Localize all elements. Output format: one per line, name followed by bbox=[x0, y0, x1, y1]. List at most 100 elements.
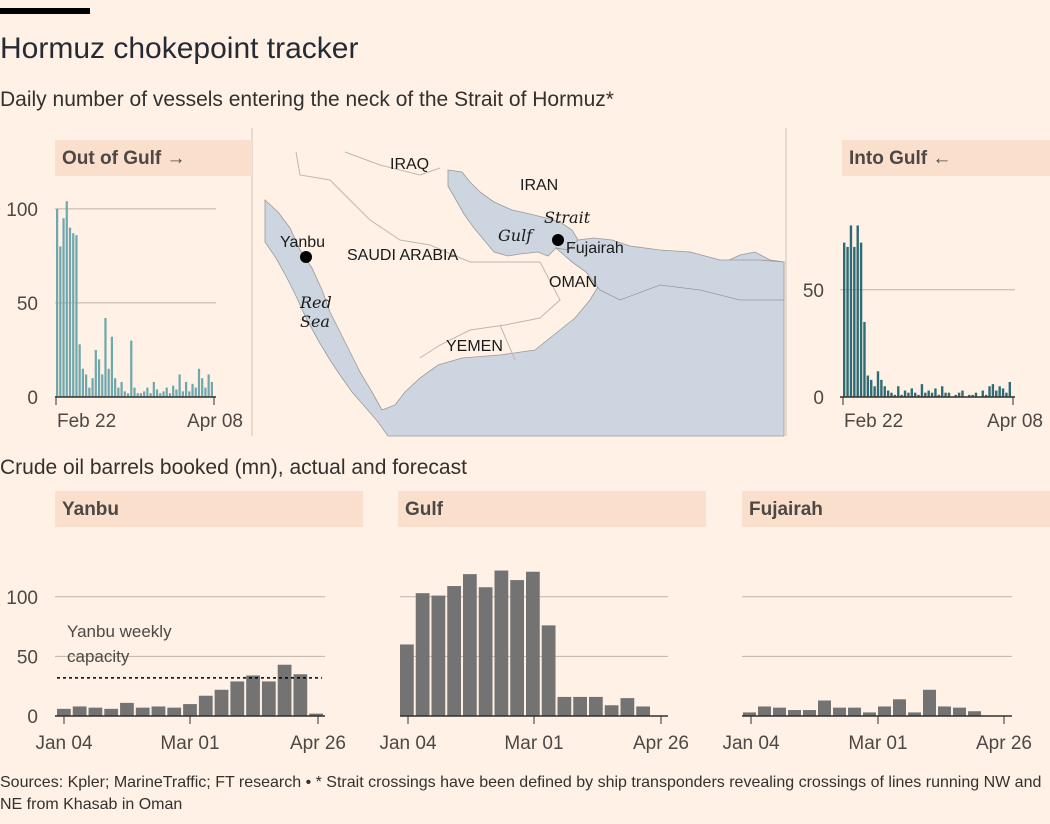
out-bar bbox=[188, 391, 191, 397]
out-bar bbox=[59, 246, 62, 397]
yanbu-xtick-label: Mar 01 bbox=[160, 733, 219, 754]
in-bar bbox=[1008, 381, 1011, 397]
out-chart-title: Out of Gulf → bbox=[62, 148, 185, 169]
fujairah-bar bbox=[938, 706, 951, 716]
in-bar bbox=[917, 394, 920, 397]
map-label-fujairah: Fujairah bbox=[566, 240, 624, 257]
in-bar bbox=[941, 386, 944, 397]
out-bar bbox=[207, 374, 210, 397]
out-ytick-100: 100 bbox=[6, 200, 38, 221]
yanbu-bar bbox=[214, 689, 229, 716]
in-xtick-label: Apr 08 bbox=[987, 411, 1043, 432]
in-ytick-50: 50 bbox=[803, 281, 824, 302]
fujairah-bar bbox=[818, 700, 831, 716]
out-bar bbox=[68, 227, 72, 397]
yanbu-bar bbox=[246, 675, 260, 716]
in-bar bbox=[971, 394, 974, 397]
in-bar bbox=[903, 390, 907, 397]
out-bar bbox=[107, 368, 110, 397]
gulf-bar bbox=[541, 625, 556, 716]
brand-bar bbox=[0, 8, 90, 14]
gulf-bar bbox=[604, 705, 619, 716]
gulf-xtick-label: Mar 01 bbox=[504, 733, 563, 754]
yanbu-bar bbox=[198, 695, 213, 716]
yanbu-bar bbox=[57, 708, 71, 716]
out-bar bbox=[114, 378, 117, 397]
page-subtitle: Daily number of vessels entering the nec… bbox=[0, 88, 614, 111]
yanbu-bar bbox=[72, 706, 87, 716]
out-bar bbox=[172, 385, 175, 397]
map-label-iran: IRAN bbox=[520, 177, 558, 194]
yanbu-bar bbox=[151, 706, 166, 716]
in-bar bbox=[988, 386, 991, 397]
in-bar bbox=[890, 392, 893, 397]
fujairah-bar bbox=[788, 710, 801, 716]
in-xtick-label: Feb 22 bbox=[844, 411, 903, 432]
fujairah-bar bbox=[863, 712, 876, 716]
out-bar bbox=[120, 381, 123, 397]
out-bar bbox=[56, 208, 59, 397]
out-bar bbox=[94, 349, 97, 397]
in-bar bbox=[870, 379, 873, 397]
gulf-bar bbox=[557, 696, 572, 716]
in-bar bbox=[900, 394, 903, 397]
fujairah-bar bbox=[803, 710, 816, 716]
in-bar bbox=[863, 321, 866, 397]
in-bar bbox=[1005, 392, 1008, 397]
out-bar bbox=[123, 391, 126, 397]
in-bar bbox=[907, 392, 910, 397]
out-bar bbox=[136, 393, 139, 397]
fujairah-bar bbox=[908, 712, 921, 716]
out-bar bbox=[168, 393, 172, 397]
out-bar bbox=[85, 374, 88, 397]
in-bar bbox=[853, 246, 856, 397]
out-bar bbox=[194, 387, 197, 397]
gulf-xtick-label: Jan 04 bbox=[379, 733, 436, 754]
gulf-bar bbox=[589, 696, 603, 716]
in-chart-title: Into Gulf ← bbox=[849, 148, 951, 169]
out-bar bbox=[175, 389, 178, 397]
in-bar bbox=[1001, 388, 1005, 397]
yanbu-capacity-label-1: Yanbu weekly bbox=[67, 622, 172, 641]
yanbu-ytick-0: 0 bbox=[27, 707, 38, 728]
fujairah-xtick-label: Jan 04 bbox=[722, 733, 779, 754]
yanbu-bar bbox=[104, 708, 119, 716]
out-bar bbox=[139, 393, 143, 397]
fujairah-bar bbox=[833, 707, 846, 716]
in-bar bbox=[843, 242, 846, 397]
fujairah-bar bbox=[893, 699, 906, 716]
yanbu-bar bbox=[88, 707, 103, 716]
out-bar bbox=[201, 378, 204, 397]
in-ytick-0: 0 bbox=[813, 388, 824, 409]
yanbu-ytick-50: 50 bbox=[17, 647, 38, 668]
fujairah-bar bbox=[773, 707, 786, 716]
in-bar bbox=[937, 394, 941, 397]
in-bar bbox=[849, 225, 853, 397]
in-bar bbox=[920, 384, 924, 397]
in-bar bbox=[897, 386, 900, 397]
gulf-bar bbox=[526, 571, 540, 716]
in-bar bbox=[998, 386, 1001, 397]
out-bar bbox=[210, 381, 213, 397]
out-bar bbox=[178, 374, 181, 397]
in-bar bbox=[934, 388, 937, 397]
map-label-iraq: IRAQ bbox=[390, 156, 429, 173]
in-bar bbox=[846, 246, 849, 397]
in-bar bbox=[961, 390, 964, 397]
out-bar bbox=[197, 368, 201, 397]
out-bar bbox=[65, 201, 68, 397]
out-bar bbox=[97, 359, 101, 397]
out-bar bbox=[91, 378, 94, 397]
map-label-sea: Sea bbox=[300, 312, 330, 331]
yanbu-ytick-100: 100 bbox=[6, 588, 38, 609]
fujairah-bar bbox=[968, 711, 981, 716]
in-header-band bbox=[842, 140, 1050, 176]
yanbu-bar bbox=[261, 681, 276, 716]
in-bar bbox=[995, 390, 998, 397]
in-bar bbox=[991, 384, 995, 397]
out-bar bbox=[130, 340, 133, 397]
yanbu-bar bbox=[309, 713, 323, 716]
out-bar bbox=[133, 387, 136, 397]
barrels-section-title: Crude oil barrels booked (mn), actual an… bbox=[0, 456, 467, 479]
yanbu-bar bbox=[293, 674, 308, 716]
